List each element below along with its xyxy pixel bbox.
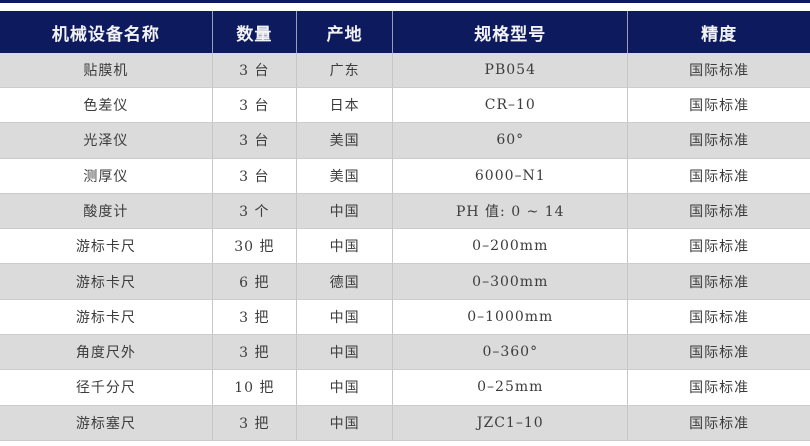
cell-spec-model: 0–25mm [392, 369, 629, 406]
cell-equipment-name: 测厚仪 [0, 158, 213, 194]
cell-origin: 中国 [296, 299, 394, 336]
cell-quantity: 10 把 [212, 369, 297, 406]
cell-equipment-name: 游标卡尺 [0, 299, 213, 336]
cell-quantity: 3 台 [212, 87, 297, 124]
cell-precision: 国际标准 [627, 87, 810, 124]
equipment-table: 机械设备名称 数量 产地 规格型号 精度 贴膜机 3 台广东 PB054 国际标准 色差… [0, 11, 810, 442]
cell-quantity: 3 把 [212, 405, 297, 442]
cell-precision: 国际标准 [627, 334, 810, 371]
cell-spec-model: 6000–N1 [392, 158, 629, 194]
table-row: 酸度计 3 个中国 PH 值: 0 ~ 14 国际标准 [0, 193, 810, 230]
cell-spec-model: 0–1000mm [392, 299, 629, 336]
cell-precision: 国际标准 [627, 53, 810, 88]
cell-equipment-name: 贴膜机 [0, 53, 213, 88]
cell-quantity: 3 把 [212, 299, 297, 336]
cell-equipment-name: 游标塞尺 [0, 405, 213, 442]
cell-origin: 德国 [296, 263, 394, 300]
cell-quantity: 3 台 [212, 158, 297, 194]
equipment-table-header: 机械设备名称 数量 产地 规格型号 精度 [0, 11, 810, 53]
cell-precision: 国际标准 [627, 263, 810, 300]
cell-origin: 中国 [296, 369, 394, 406]
cell-precision: 国际标准 [627, 369, 810, 406]
equipment-table-body: 贴膜机 3 台广东 PB054 国际标准 色差仪 3 台日本 CR–10 国际标准 光泽仪 3 台… [0, 53, 810, 442]
table-row: 径千分尺 10 把中国 0–25mm 国际标准 [0, 369, 810, 406]
cell-spec-model: JZC1–10 [392, 405, 629, 442]
cell-precision: 国际标准 [627, 158, 810, 194]
cell-quantity: 3 台 [212, 53, 297, 88]
cell-origin: 美国 [296, 122, 394, 159]
table-row: 游标卡尺 3 把中国 0–1000mm 国际标准 [0, 299, 810, 336]
table-row: 光泽仪 3 台美国 60° 国际标准 [0, 122, 810, 159]
cell-precision: 国际标准 [627, 193, 810, 230]
cell-origin: 中国 [296, 193, 394, 230]
cell-equipment-name: 游标卡尺 [0, 228, 213, 265]
cell-origin: 中国 [296, 405, 394, 442]
cell-origin: 日本 [296, 87, 394, 124]
cell-spec-model: PH 值: 0 ~ 14 [392, 193, 629, 230]
column-header-quantity: 数量 [212, 11, 297, 53]
cell-precision: 国际标准 [627, 228, 810, 265]
table-row: 贴膜机 3 台广东 PB054 国际标准 [0, 53, 810, 88]
column-header-spec-model: 规格型号 [392, 11, 629, 53]
top-divider-rule [0, 0, 810, 3]
cell-equipment-name: 游标卡尺 [0, 263, 213, 300]
cell-quantity: 6 把 [212, 263, 297, 300]
table-row: 游标卡尺 6 把德国 0–300mm 国际标准 [0, 263, 810, 300]
table-row: 测厚仪 3 台美国 6000–N1 国际标准 [0, 158, 810, 194]
column-header-equipment-name: 机械设备名称 [0, 11, 213, 53]
cell-spec-model: 60° [392, 122, 629, 159]
cell-quantity: 3 个 [212, 193, 297, 230]
cell-quantity: 30 把 [212, 228, 297, 265]
table-row: 角度尺外 3 把中国 0–360° 国际标准 [0, 334, 810, 371]
cell-origin: 美国 [296, 158, 394, 194]
column-header-origin: 产地 [296, 11, 394, 53]
cell-quantity: 3 台 [212, 122, 297, 159]
cell-equipment-name: 径千分尺 [0, 369, 213, 406]
table-row: 色差仪 3 台日本 CR–10 国际标准 [0, 87, 810, 124]
column-header-precision: 精度 [627, 11, 810, 53]
cell-equipment-name: 角度尺外 [0, 334, 213, 371]
cell-spec-model: 0–200mm [392, 228, 629, 265]
table-row: 游标卡尺 30 把中国 0–200mm 国际标准 [0, 228, 810, 265]
cell-precision: 国际标准 [627, 299, 810, 336]
cell-spec-model: PB054 [392, 53, 629, 88]
cell-quantity: 3 把 [212, 334, 297, 371]
cell-origin: 中国 [296, 228, 394, 265]
cell-equipment-name: 色差仪 [0, 87, 213, 124]
cell-precision: 国际标准 [627, 405, 810, 442]
table-row: 游标塞尺 3 把中国 JZC1–10 国际标准 [0, 405, 810, 442]
cell-origin: 中国 [296, 334, 394, 371]
cell-spec-model: CR–10 [392, 87, 629, 124]
cell-spec-model: 0–360° [392, 334, 629, 371]
cell-origin: 广东 [296, 53, 394, 88]
header-row: 机械设备名称 数量 产地 规格型号 精度 [0, 11, 810, 53]
cell-equipment-name: 光泽仪 [0, 122, 213, 159]
cell-precision: 国际标准 [627, 122, 810, 159]
cell-spec-model: 0–300mm [392, 263, 629, 300]
cell-equipment-name: 酸度计 [0, 193, 213, 230]
